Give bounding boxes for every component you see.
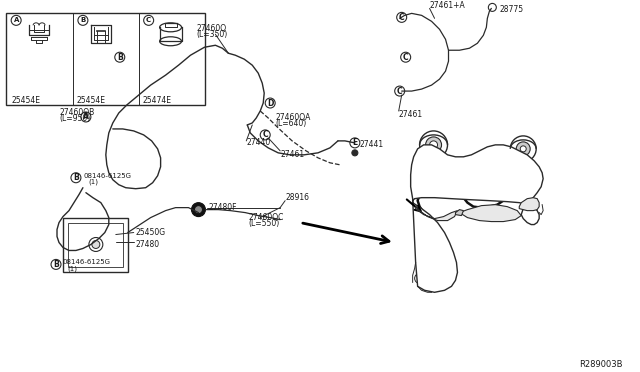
Text: 27461+A: 27461+A (429, 1, 465, 10)
Text: 27460QB: 27460QB (59, 109, 94, 118)
Text: A: A (83, 112, 89, 122)
Text: C: C (262, 131, 268, 140)
Text: D: D (267, 99, 273, 108)
Circle shape (401, 52, 411, 62)
Circle shape (516, 142, 530, 156)
Text: 27461: 27461 (399, 110, 423, 119)
Text: C: C (397, 87, 403, 96)
Text: (L=640): (L=640) (275, 119, 307, 128)
Text: E: E (352, 138, 358, 147)
Circle shape (11, 15, 21, 25)
Text: 08146-6125G: 08146-6125G (84, 173, 132, 179)
Text: 25454E: 25454E (77, 96, 106, 105)
Text: B: B (117, 53, 123, 62)
Polygon shape (415, 206, 458, 221)
Circle shape (195, 206, 202, 214)
Text: (L=950): (L=950) (59, 115, 90, 124)
Text: 25454E: 25454E (11, 96, 40, 105)
Circle shape (51, 259, 61, 269)
Text: 27441: 27441 (360, 140, 384, 150)
Circle shape (418, 234, 426, 243)
Circle shape (395, 86, 404, 96)
Polygon shape (460, 205, 521, 222)
Text: A: A (13, 17, 19, 23)
Circle shape (510, 136, 536, 162)
Polygon shape (456, 210, 463, 216)
Text: 27460QA: 27460QA (275, 113, 310, 122)
Circle shape (81, 112, 91, 122)
Text: (1): (1) (67, 265, 77, 272)
Text: 25450G: 25450G (136, 228, 166, 237)
Bar (63, 218, 128, 272)
Circle shape (71, 173, 81, 183)
Circle shape (352, 150, 358, 156)
Text: C: C (399, 13, 404, 22)
Bar (68, 222, 123, 267)
Text: C: C (403, 53, 408, 62)
Circle shape (191, 203, 205, 217)
Text: B: B (53, 260, 59, 269)
Text: 28775: 28775 (499, 5, 524, 14)
Text: 25474E: 25474E (143, 96, 172, 105)
Circle shape (115, 52, 125, 62)
Circle shape (350, 138, 360, 148)
Text: 27440: 27440 (246, 138, 271, 147)
Circle shape (92, 241, 100, 248)
Circle shape (415, 273, 424, 283)
Polygon shape (411, 145, 543, 292)
Text: 27480: 27480 (136, 240, 160, 249)
Text: 27460Q: 27460Q (196, 24, 227, 33)
Text: B: B (73, 173, 79, 182)
Circle shape (420, 131, 447, 159)
Text: B: B (80, 17, 86, 23)
Text: 27480F: 27480F (209, 203, 237, 212)
Circle shape (426, 137, 442, 153)
Polygon shape (519, 198, 539, 211)
Text: 27461: 27461 (280, 150, 304, 159)
Text: R289003B: R289003B (579, 359, 623, 369)
Text: 27460QC: 27460QC (248, 213, 284, 222)
Text: (1): (1) (88, 179, 98, 185)
Circle shape (143, 15, 154, 25)
Circle shape (265, 98, 275, 108)
Bar (6, 13, 205, 105)
Circle shape (260, 130, 270, 140)
Text: (L=550): (L=550) (248, 219, 280, 228)
Circle shape (488, 3, 497, 12)
Circle shape (89, 237, 103, 251)
Circle shape (78, 15, 88, 25)
Text: 08146-6125G: 08146-6125G (63, 259, 111, 265)
Circle shape (520, 146, 526, 152)
Text: (L=350): (L=350) (196, 30, 228, 39)
Text: 28916: 28916 (285, 193, 309, 202)
Circle shape (429, 141, 438, 149)
Circle shape (397, 12, 406, 22)
Text: C: C (146, 17, 151, 23)
